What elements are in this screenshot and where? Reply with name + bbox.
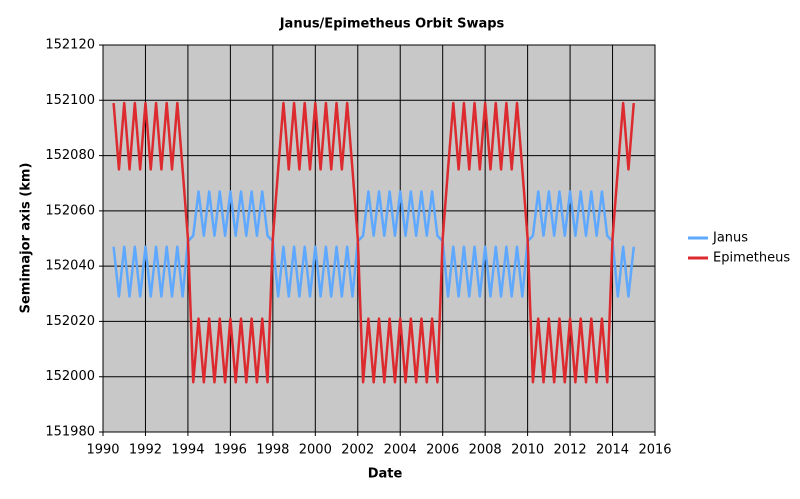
plot-border: [102, 44, 656, 433]
x-tick-label: 2000: [299, 443, 332, 458]
legend-label: Epimetheus: [713, 251, 790, 266]
x-tick-label: 1998: [256, 443, 289, 458]
x-tick-label: 2012: [554, 443, 587, 458]
x-tick-label: 1996: [214, 443, 247, 458]
series-line: [112, 190, 636, 298]
x-tick-label: 2010: [511, 443, 544, 458]
x-tick-label: 2014: [596, 443, 629, 458]
y-tick-label: 151980: [45, 425, 95, 440]
plot-background: [103, 45, 655, 432]
y-axis-title: Semimajor axis (km): [19, 163, 34, 314]
y-tick-label: 152040: [45, 259, 95, 274]
x-tick-label: 2016: [638, 443, 671, 458]
x-tick-label: 2006: [426, 443, 459, 458]
y-tick-label: 152100: [45, 93, 95, 108]
y-tick-label: 152120: [45, 38, 95, 53]
chart-title: Janus/Epimetheus Orbit Swaps: [279, 17, 505, 32]
x-tick-label: 1990: [86, 443, 119, 458]
y-tick-label: 152000: [45, 369, 95, 384]
x-tick-label: 2002: [341, 443, 374, 458]
series-line: [112, 101, 636, 384]
y-tick-label: 152020: [45, 314, 95, 329]
x-tick-label: 2004: [384, 443, 417, 458]
x-tick-label: 2008: [469, 443, 502, 458]
legend-label: Janus: [712, 231, 748, 246]
y-tick-label: 152080: [45, 148, 95, 163]
y-tick-label: 152060: [45, 203, 95, 218]
x-tick-label: 1994: [171, 443, 204, 458]
x-tick-label: 1992: [129, 443, 162, 458]
x-axis-title: Date: [368, 467, 403, 482]
